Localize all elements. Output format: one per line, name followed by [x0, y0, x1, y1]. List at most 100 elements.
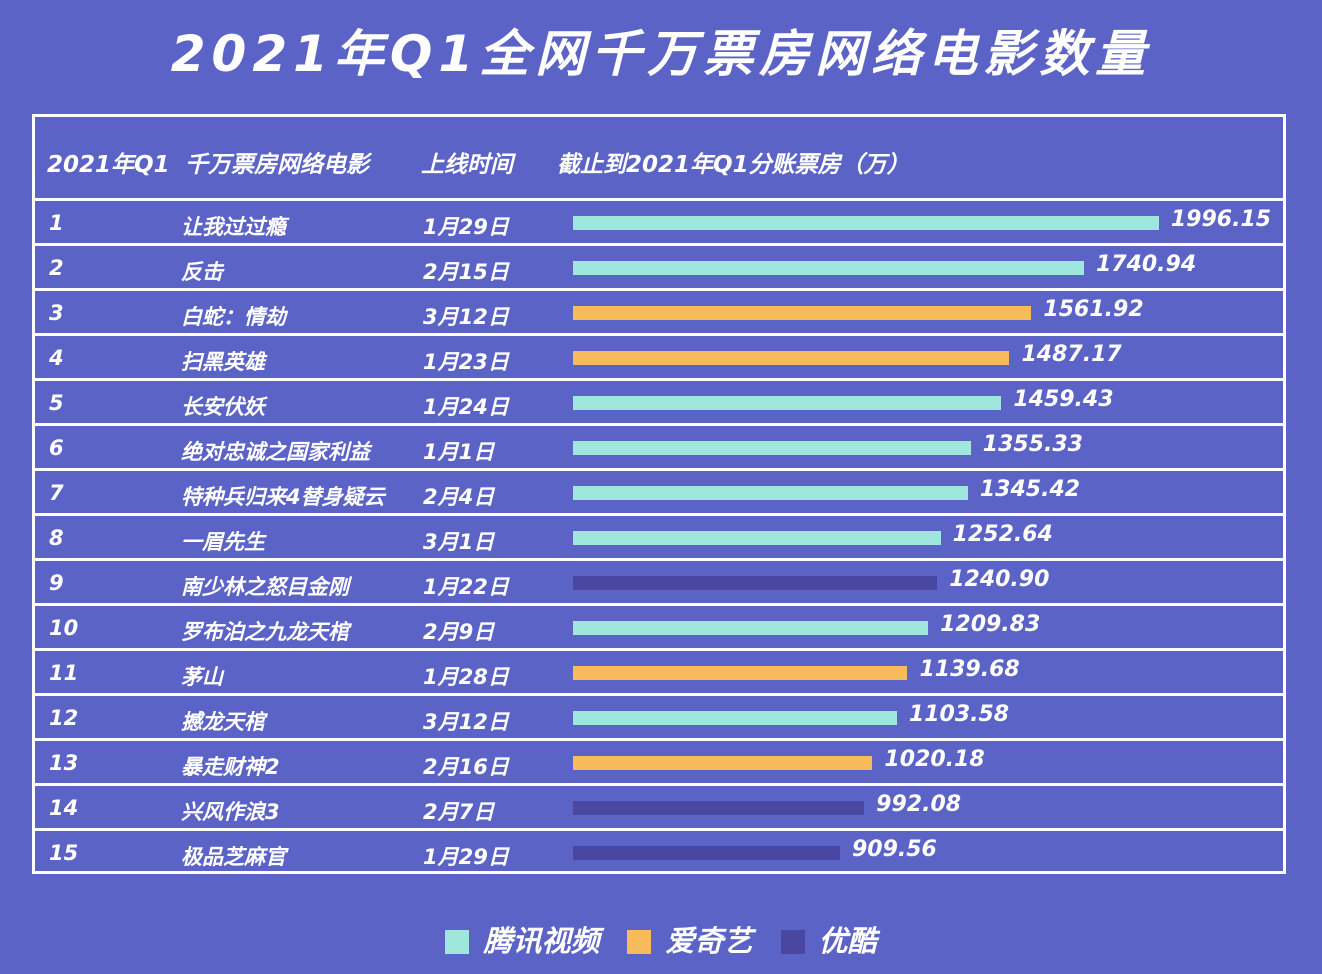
- legend-item-youku: 优酷: [780, 918, 877, 960]
- bar-value-label: 1355.33: [982, 432, 1083, 457]
- row-movie-name: 南少林之怒目金刚: [181, 575, 349, 599]
- table-row: 3 白蛇：情劫 3月12日 1561.92: [35, 291, 1283, 336]
- header-movie: 千万票房网络电影: [185, 152, 369, 178]
- row-release-date: 2月9日: [423, 620, 495, 644]
- row-rank: 9: [49, 571, 64, 595]
- row-release-date: 1月23日: [423, 350, 509, 374]
- row-movie-name: 让我过过瘾: [181, 215, 286, 239]
- bar-iqiyi: [573, 306, 1032, 320]
- bar-iqiyi: [573, 351, 1010, 365]
- bar-value-label: 1240.90: [949, 567, 1050, 592]
- legend-swatch: [780, 930, 805, 954]
- header-box-office: 截止到2021年Q1分账票房（万）: [557, 152, 910, 178]
- bar-iqiyi: [573, 756, 873, 770]
- row-rank: 4: [49, 346, 64, 370]
- bar-value-label: 1252.64: [952, 522, 1053, 547]
- bar-youku: [573, 801, 865, 815]
- row-movie-name: 长安伏妖: [181, 395, 265, 419]
- bar-value-label: 1209.83: [940, 612, 1041, 637]
- row-release-date: 1月28日: [423, 665, 509, 689]
- table-row: 10 罗布泊之九龙天棺 2月9日 1209.83: [35, 606, 1283, 651]
- bar-value-label: 1345.42: [979, 477, 1081, 502]
- bar-tencent: [573, 621, 929, 635]
- row-movie-name: 暴走财神2: [181, 755, 280, 779]
- table-row: 11 茅山 1月28日 1139.68: [35, 651, 1283, 696]
- row-release-date: 2月16日: [423, 755, 509, 779]
- bar-iqiyi: [573, 666, 908, 680]
- table-row: 5 长安伏妖 1月24日 1459.43: [35, 381, 1283, 426]
- legend-label: 爱奇艺: [665, 924, 753, 958]
- row-rank: 3: [49, 301, 64, 325]
- row-release-date: 1月29日: [423, 845, 509, 869]
- row-movie-name: 撼龙天棺: [181, 710, 265, 734]
- row-release-date: 1月24日: [423, 395, 509, 419]
- row-rank: 12: [49, 706, 79, 730]
- row-rank: 1: [49, 211, 64, 235]
- bar-tencent: [573, 261, 1084, 275]
- row-release-date: 2月7日: [423, 800, 495, 824]
- ranking-table: 2021年Q1 千万票房网络电影 上线时间 截止到2021年Q1分账票房（万） …: [32, 114, 1286, 874]
- bar-tencent: [573, 711, 897, 725]
- row-movie-name: 特种兵归来4替身疑云: [181, 485, 385, 509]
- legend-item-iqiyi: 爱奇艺: [627, 918, 753, 960]
- bar-value-label: 1996.15: [1170, 207, 1272, 232]
- table-row: 12 撼龙天棺 3月12日 1103.58: [35, 696, 1283, 741]
- table-row: 1 让我过过瘾 1月29日 1996.15: [35, 201, 1283, 246]
- table-row: 7 特种兵归来4替身疑云 2月4日 1345.42: [35, 471, 1283, 516]
- bar-youku: [573, 846, 840, 860]
- bar-tencent: [573, 396, 1002, 410]
- header-date: 上线时间: [421, 152, 513, 178]
- row-rank: 15: [49, 841, 79, 865]
- bar-tencent: [573, 441, 971, 455]
- row-release-date: 2月15日: [423, 260, 509, 284]
- row-release-date: 2月4日: [423, 485, 495, 509]
- bar-tencent: [573, 531, 941, 545]
- table-row: 13 暴走财神2 2月16日 1020.18: [35, 741, 1283, 786]
- bar-tencent: [573, 216, 1159, 230]
- row-movie-name: 极品芝麻官: [181, 845, 286, 869]
- table-row: 8 一眉先生 3月1日 1252.64: [35, 516, 1283, 561]
- row-movie-name: 一眉先生: [181, 530, 265, 554]
- bar-value-label: 1561.92: [1043, 297, 1144, 322]
- legend-label: 优酷: [818, 924, 877, 958]
- legend: 腾讯视频 爱奇艺 优酷: [0, 918, 1322, 960]
- bar-value-label: 992.08: [876, 792, 962, 817]
- row-release-date: 3月12日: [423, 305, 509, 329]
- row-release-date: 1月1日: [423, 440, 495, 464]
- table-row: 15 极品芝麻官 1月29日 909.56: [35, 831, 1283, 876]
- row-rank: 2: [49, 256, 64, 280]
- row-release-date: 3月1日: [423, 530, 495, 554]
- table-row: 6 绝对忠诚之国家利益 1月1日 1355.33: [35, 426, 1283, 471]
- table-row: 14 兴风作浪3 2月7日 992.08: [35, 786, 1283, 831]
- header-rank: 2021年Q1: [47, 152, 170, 178]
- legend-item-tencent: 腾讯视频: [445, 918, 599, 960]
- row-release-date: 1月22日: [423, 575, 509, 599]
- row-rank: 7: [49, 481, 64, 505]
- row-movie-name: 绝对忠诚之国家利益: [181, 440, 370, 464]
- bar-tencent: [573, 486, 968, 500]
- row-release-date: 1月29日: [423, 215, 509, 239]
- legend-label: 腾讯视频: [483, 924, 600, 958]
- chart-title: 2021年Q1全网千万票房网络电影数量: [170, 25, 1152, 83]
- table-header: 2021年Q1 千万票房网络电影 上线时间 截止到2021年Q1分账票房（万）: [35, 117, 1283, 201]
- table-row: 2 反击 2月15日 1740.94: [35, 246, 1283, 291]
- row-rank: 13: [49, 751, 79, 775]
- row-rank: 8: [49, 526, 64, 550]
- row-movie-name: 罗布泊之九龙天棺: [181, 620, 349, 644]
- table-row: 9 南少林之怒目金刚 1月22日 1240.90: [35, 561, 1283, 606]
- row-movie-name: 反击: [181, 260, 223, 284]
- legend-swatch: [627, 930, 652, 954]
- row-rank: 6: [49, 436, 64, 460]
- row-rank: 14: [49, 796, 79, 820]
- row-rank: 10: [49, 616, 79, 640]
- bar-value-label: 909.56: [851, 837, 937, 862]
- row-movie-name: 兴风作浪3: [181, 800, 280, 824]
- row-movie-name: 茅山: [181, 665, 223, 689]
- bar-value-label: 1487.17: [1021, 342, 1122, 367]
- bar-value-label: 1020.18: [884, 747, 985, 772]
- bar-value-label: 1740.94: [1095, 252, 1197, 277]
- bar-value-label: 1139.68: [919, 657, 1020, 682]
- row-movie-name: 白蛇：情劫: [181, 305, 286, 329]
- bar-value-label: 1103.58: [908, 702, 1010, 727]
- bar-youku: [573, 576, 938, 590]
